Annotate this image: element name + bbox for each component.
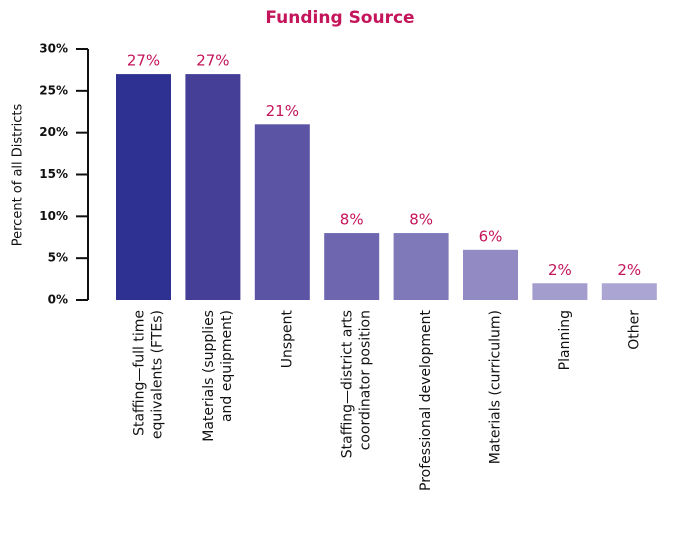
value-label: 8% (409, 211, 433, 229)
bar (254, 124, 310, 300)
value-label: 27% (127, 52, 160, 70)
y-tick-label: 20% (39, 125, 68, 139)
value-label: 27% (196, 52, 229, 70)
x-tick-label: coordinator position (358, 310, 374, 450)
x-tick-label: and equipment) (219, 310, 235, 422)
x-tick-label: Materials (curriculum) (488, 310, 504, 464)
y-tick-label: 25% (39, 83, 68, 97)
bar (532, 283, 588, 300)
value-label: 6% (479, 227, 503, 245)
y-axis-label: Percent of all Districts (11, 104, 26, 247)
bar (463, 249, 518, 300)
value-label: 2% (617, 261, 641, 279)
value-label: 21% (266, 102, 299, 120)
x-tick-label: Materials (supplies (201, 310, 217, 442)
x-tick-label: equivalents (FTEs) (150, 310, 166, 439)
y-tick-label: 15% (39, 167, 68, 181)
x-tick-label: Professional development (418, 310, 434, 491)
chart-title: Funding Source (265, 8, 414, 28)
bar (185, 74, 241, 300)
value-label: 8% (340, 211, 364, 229)
bar (601, 283, 657, 300)
y-tick-label: 0% (48, 293, 68, 307)
y-tick-label: 30% (39, 42, 68, 56)
y-tick-label: 5% (48, 251, 68, 265)
value-label: 2% (548, 261, 572, 279)
y-tick-label: 10% (39, 209, 68, 223)
bar (393, 233, 449, 300)
bar (324, 233, 380, 300)
x-tick-label: Other (626, 310, 642, 350)
bar (116, 74, 171, 300)
x-tick-label: Planning (557, 310, 573, 370)
x-tick-label: Staffing—district arts (340, 310, 356, 458)
x-tick-label: Staffing—full time (132, 310, 148, 436)
x-tick-label: Unspent (279, 309, 295, 368)
